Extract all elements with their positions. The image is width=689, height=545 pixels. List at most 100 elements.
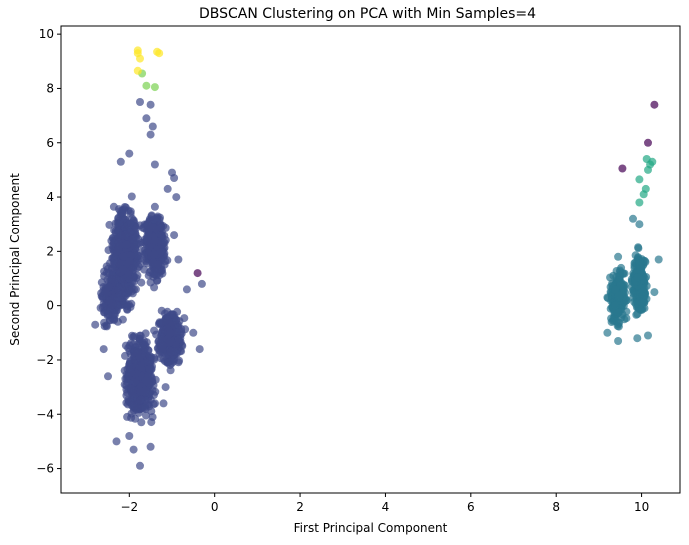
cluster-0-point [136, 396, 145, 405]
cluster-0-point [127, 409, 136, 418]
cluster-1-point [634, 244, 643, 253]
cluster-0-point [127, 384, 136, 393]
cluster-0-point [189, 328, 198, 337]
cluster-2-point [635, 175, 644, 184]
cluster-0-point [145, 365, 154, 373]
cluster-0-point [174, 335, 183, 344]
cluster-1-point [622, 296, 631, 305]
cluster-0-point [107, 275, 116, 284]
cluster-1-point [614, 252, 623, 261]
cluster-1-point [629, 214, 637, 223]
cluster-0-point [163, 184, 172, 193]
cluster-0-point [133, 271, 142, 280]
cluster-2-point [642, 155, 651, 163]
cluster-1-point [633, 273, 642, 282]
cluster-1-point [611, 301, 620, 310]
cluster-0-point [145, 352, 154, 361]
cluster-0-point [170, 231, 179, 240]
y-tick-label: 2 [46, 244, 54, 258]
cluster-1-point [614, 337, 623, 345]
cluster-0-point [99, 345, 108, 354]
cluster-0-point [157, 306, 166, 315]
x-axis: −2 0 2 4 6 8 10 [120, 493, 649, 514]
cluster-0-point [150, 160, 159, 169]
cluster-0-point [148, 122, 157, 131]
cluster-0-point [172, 193, 181, 202]
noise-point [193, 269, 202, 278]
cluster-0-point [109, 253, 118, 262]
y-tick-label: 10 [39, 27, 54, 41]
cluster-0-point [150, 215, 159, 224]
cluster-2-point [635, 198, 644, 207]
cluster-0-point [159, 399, 168, 408]
cluster-1-point [654, 255, 663, 264]
cluster-0-point [129, 340, 138, 349]
y-tick-label: −2 [36, 353, 54, 367]
cluster-0-point [174, 255, 183, 264]
cluster-0-point [91, 320, 100, 329]
cluster-0-point [137, 418, 146, 427]
cluster-0-point [128, 264, 137, 272]
x-tick-label: 6 [467, 500, 475, 514]
cluster-0-point [195, 345, 204, 354]
cluster-0-point [103, 310, 112, 319]
cluster-0-point [142, 376, 150, 385]
x-tick-label: −2 [120, 500, 138, 514]
cluster-0-point [165, 338, 174, 347]
cluster-0-point [142, 338, 151, 347]
cluster-2-point [641, 184, 650, 193]
plot-frame [60, 25, 681, 494]
cluster-0-point [157, 223, 166, 232]
cluster-0-point [164, 315, 172, 324]
cluster-0-point [105, 220, 114, 229]
cluster-0-point [129, 445, 138, 454]
cluster-0-point [134, 404, 142, 413]
cluster-0-point [172, 328, 181, 337]
cluster-0-point [151, 399, 159, 408]
cluster-1-point [650, 288, 659, 297]
x-tick-label: 0 [211, 500, 219, 514]
cluster-0-point [153, 276, 162, 285]
cluster-0-point [125, 149, 134, 158]
y-axis-label: Second Principal Component [8, 173, 22, 346]
cluster-0-point [140, 265, 149, 274]
cluster-0-point [151, 375, 160, 384]
cluster-0-point [122, 391, 131, 400]
x-axis-label: First Principal Component [294, 521, 448, 535]
cluster-0-point [122, 240, 131, 249]
cluster-0-point [128, 331, 136, 340]
cluster-0-point [164, 358, 173, 367]
cluster-0-point [136, 461, 144, 470]
cluster-1-point [611, 285, 620, 294]
cluster-3-point [150, 83, 159, 92]
cluster-0-point [182, 285, 191, 294]
cluster-0-point [104, 372, 112, 381]
cluster-0-point [150, 283, 159, 292]
cluster-0-point [125, 432, 134, 440]
cluster-0-point [126, 209, 135, 218]
x-tick-label: 2 [296, 500, 304, 514]
noise-point [650, 100, 659, 109]
cluster-0-point [161, 383, 170, 392]
y-tick-label: 4 [46, 190, 54, 204]
cluster-0-point [150, 202, 159, 211]
cluster-0-point [101, 288, 110, 297]
cluster-0-point [125, 257, 134, 266]
y-tick-label: −6 [36, 462, 54, 476]
cluster-0-point [115, 220, 124, 229]
cluster-0-point [197, 279, 206, 288]
cluster-0-point [122, 299, 131, 308]
cluster-0-point [104, 269, 113, 278]
chart-title: DBSCAN Clustering on PCA with Min Sample… [199, 6, 536, 22]
cluster-0-point [146, 130, 155, 139]
x-tick-label: 8 [552, 500, 560, 514]
cluster-0-point [136, 98, 144, 106]
cluster-0-point [155, 346, 164, 355]
cluster-1-point [607, 318, 616, 326]
cluster-0-point [135, 353, 144, 362]
cluster-0-point [135, 337, 144, 346]
cluster-0-point [146, 442, 155, 451]
y-tick-label: 0 [46, 299, 54, 313]
cluster-4-point [133, 66, 142, 75]
